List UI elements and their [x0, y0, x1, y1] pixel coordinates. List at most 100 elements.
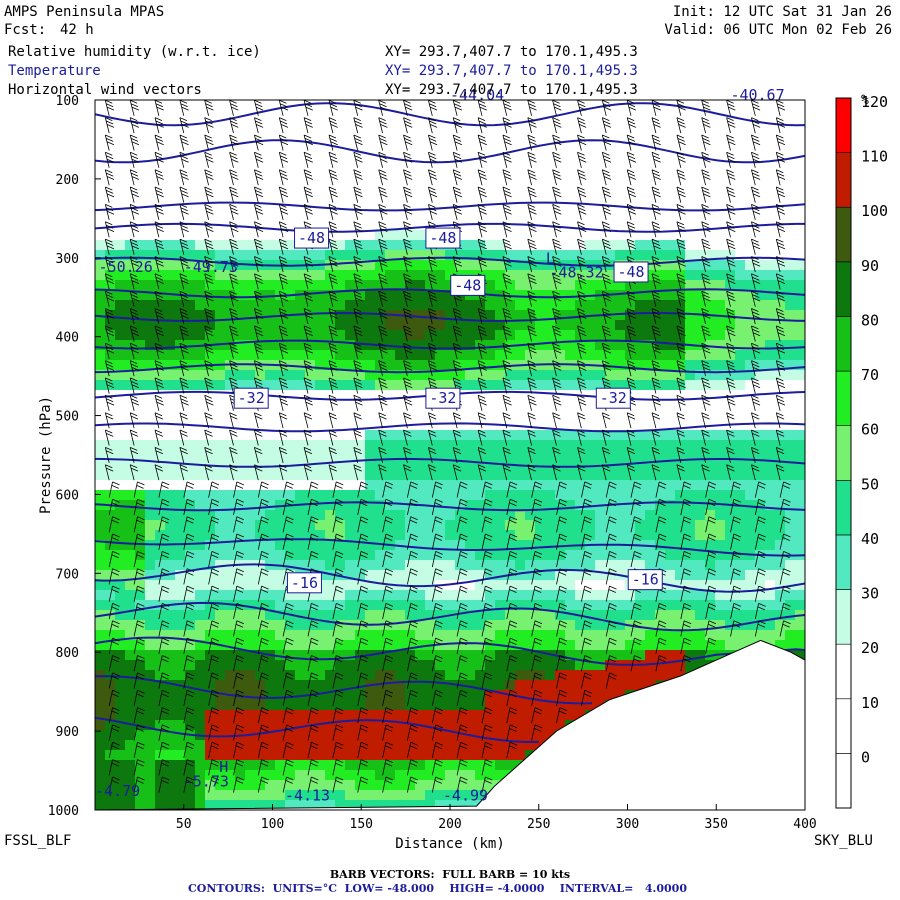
rh-cell: [115, 320, 126, 331]
rh-cell: [615, 550, 626, 561]
rh-cell: [505, 760, 516, 771]
rh-cell: [605, 610, 616, 621]
rh-cell: [595, 470, 606, 481]
rh-cell: [215, 490, 226, 501]
rh-cell: [695, 150, 706, 161]
rh-cell: [515, 510, 526, 521]
rh-cell: [215, 380, 226, 391]
rh-cell: [685, 170, 696, 181]
rh-cell: [185, 460, 196, 471]
rh-cell: [385, 750, 396, 761]
rh-cell: [735, 340, 746, 351]
rh-cell: [585, 380, 596, 391]
rh-cell: [335, 520, 346, 531]
rh-cell: [355, 330, 366, 341]
rh-cell: [235, 480, 246, 491]
rh-cell: [755, 320, 766, 331]
rh-cell: [765, 540, 776, 551]
rh-cell: [335, 660, 346, 671]
rh-cell: [655, 310, 666, 321]
rh-cell: [185, 150, 196, 161]
rh-cell: [735, 300, 746, 311]
rh-cell: [415, 190, 426, 201]
rh-cell: [685, 140, 696, 151]
rh-cell: [175, 440, 186, 451]
rh-cell: [475, 220, 486, 231]
rh-cell: [795, 300, 805, 311]
rh-cell: [355, 470, 366, 481]
rh-cell: [395, 560, 406, 571]
rh-cell: [375, 600, 386, 611]
rh-cell: [315, 680, 326, 691]
rh-cell: [565, 470, 576, 481]
rh-cell: [465, 570, 476, 581]
rh-cell: [485, 370, 496, 381]
rh-cell: [655, 630, 666, 641]
rh-cell: [345, 510, 356, 521]
rh-cell: [115, 480, 126, 491]
rh-cell: [305, 800, 316, 810]
rh-cell: [765, 430, 776, 441]
rh-cell: [745, 430, 756, 441]
rh-cell: [175, 230, 186, 241]
rh-cell: [495, 760, 506, 771]
rh-cell: [395, 160, 406, 171]
rh-cell: [425, 560, 436, 571]
rh-cell: [325, 280, 336, 291]
rh-cell: [295, 330, 306, 341]
rh-cell: [655, 130, 666, 141]
rh-cell: [175, 180, 186, 191]
rh-cell: [495, 600, 506, 611]
rh-cell: [355, 230, 366, 241]
rh-cell: [225, 440, 236, 451]
rh-cell: [715, 250, 726, 261]
rh-cell: [325, 710, 336, 721]
rh-cell: [515, 300, 526, 311]
rh-cell: [285, 400, 296, 411]
rh-cell: [365, 370, 376, 381]
rh-cell: [365, 720, 376, 731]
rh-cell: [685, 430, 696, 441]
rh-cell: [395, 370, 406, 381]
rh-cell: [665, 470, 676, 481]
rh-cell: [185, 640, 196, 651]
rh-cell: [765, 130, 776, 141]
rh-cell: [465, 400, 476, 411]
rh-cell: [405, 140, 416, 151]
rh-cell: [265, 290, 276, 301]
rh-cell: [545, 100, 556, 111]
rh-cell: [285, 720, 296, 731]
rh-cell: [615, 490, 626, 501]
rh-cell: [335, 510, 346, 521]
rh-cell: [785, 560, 796, 571]
rh-cell: [615, 280, 626, 291]
rh-cell: [735, 110, 746, 121]
rh-cell: [495, 140, 506, 151]
rh-cell: [415, 640, 426, 651]
rh-cell: [295, 730, 306, 741]
rh-cell: [515, 650, 526, 661]
rh-cell: [395, 430, 406, 441]
rh-cell: [515, 640, 526, 651]
rh-cell: [245, 780, 256, 791]
rh-cell: [225, 190, 236, 201]
rh-cell: [525, 180, 536, 191]
rh-cell: [495, 300, 506, 311]
rh-cell: [635, 290, 646, 301]
rh-cell: [425, 110, 436, 121]
rh-cell: [135, 410, 146, 421]
rh-cell: [135, 230, 146, 241]
rh-cell: [485, 660, 496, 671]
rh-cell: [505, 130, 516, 141]
rh-cell: [405, 560, 416, 571]
rh-cell: [435, 310, 446, 321]
rh-cell: [305, 790, 316, 801]
rh-cell: [115, 230, 126, 241]
rh-cell: [195, 580, 206, 591]
rh-cell: [345, 420, 356, 431]
rh-cell: [435, 710, 446, 721]
rh-cell: [715, 390, 726, 401]
rh-cell: [335, 490, 346, 501]
rh-cell: [435, 200, 446, 211]
rh-cell: [585, 130, 596, 141]
